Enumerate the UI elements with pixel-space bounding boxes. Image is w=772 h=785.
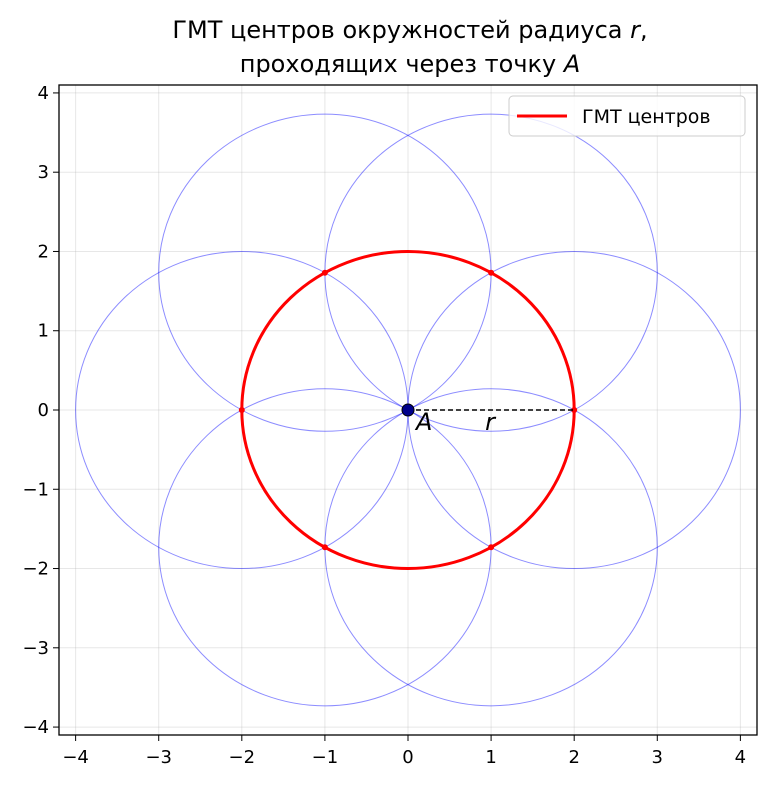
center-point	[571, 407, 578, 413]
center-point	[321, 269, 328, 276]
y-tick-label: 1	[38, 321, 49, 342]
y-tick-label: 4	[38, 83, 49, 104]
x-tick-label: −4	[62, 747, 89, 768]
x-tick-label: 1	[485, 747, 496, 768]
x-tick-label: −2	[229, 747, 256, 768]
x-tick-label: −1	[312, 747, 339, 768]
radius-label: r	[485, 408, 497, 436]
point-a	[401, 403, 415, 417]
chart-title-line-1: ГМТ центров окружностей радиуса r,	[172, 16, 647, 44]
point-a-label: A	[414, 408, 432, 436]
center-point	[238, 407, 245, 413]
chart-title-line-2: проходящих через точку A	[240, 50, 581, 78]
center-point	[488, 544, 495, 551]
y-tick-label: −3	[22, 638, 49, 659]
y-tick-label: −1	[22, 479, 49, 500]
center-point	[321, 544, 328, 551]
y-tick-label: −4	[22, 717, 49, 738]
legend-box	[508, 95, 746, 137]
locus-layer	[238, 249, 578, 571]
center-point	[488, 269, 495, 276]
x-tick-label: 3	[652, 747, 663, 768]
x-tick-label: 0	[402, 747, 413, 768]
legend: ГМТ центров	[508, 95, 746, 137]
x-tick-label: 4	[735, 747, 746, 768]
y-tick-label: −2	[22, 559, 49, 580]
y-tick-label: 0	[38, 400, 49, 421]
legend-label: ГМТ центров	[582, 106, 711, 128]
y-tick-label: 2	[38, 241, 49, 262]
x-tick-label: −3	[145, 747, 172, 768]
x-tick-label: 2	[568, 747, 579, 768]
y-tick-label: 3	[38, 162, 49, 183]
ticks: −4 −3 −2 −1 0 1 2 3 4 −4 −3 −2 −1 0 1 2 3 4	[22, 83, 746, 768]
